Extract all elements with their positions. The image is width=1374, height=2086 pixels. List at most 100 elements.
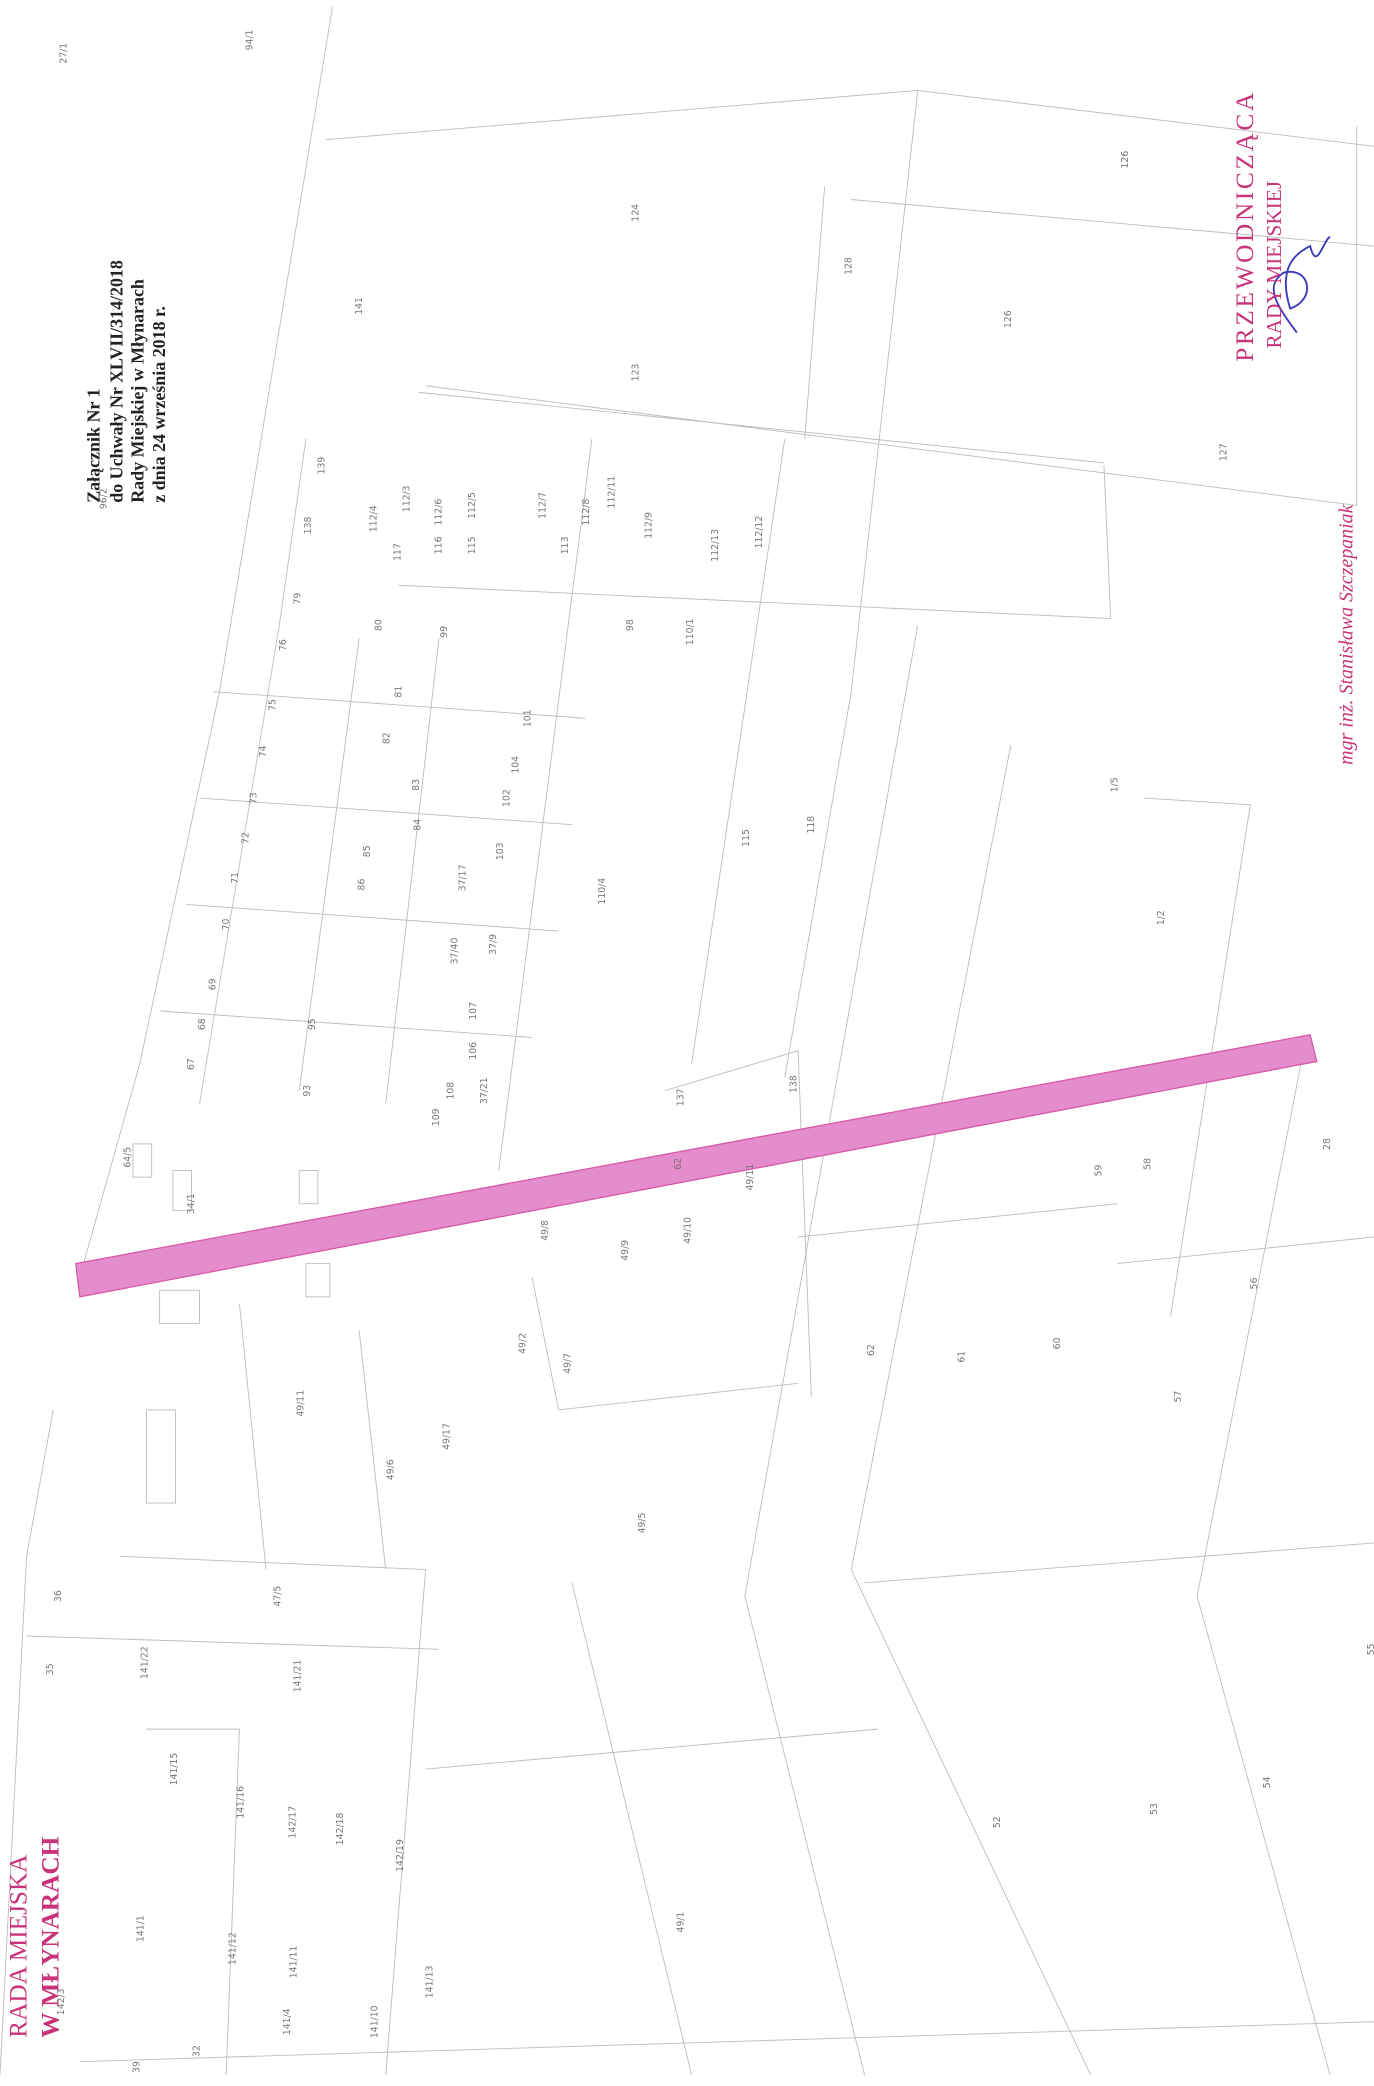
- parcel-number: 112/11: [607, 476, 618, 509]
- council-line1: RADA MIEJSKA: [5, 1854, 33, 2038]
- stamp-title: PRZEWODNICZĄCA: [1231, 90, 1259, 362]
- stamp-signature: mgr inż. Stanisława Szczepaniak: [1336, 503, 1358, 764]
- parcel-number: 99: [439, 626, 450, 638]
- parcel-number: 57: [1173, 1391, 1184, 1403]
- parcel-number: 62: [866, 1344, 877, 1356]
- parcel-number: 128: [843, 257, 854, 275]
- parcel-number: 141/15: [169, 1753, 180, 1786]
- parcel-number: 52: [992, 1816, 1003, 1828]
- parcel-number: 73: [249, 792, 260, 804]
- parcel-number: 49/17: [442, 1423, 453, 1450]
- parcel-number: 61: [956, 1351, 967, 1363]
- parcel-number: 69: [207, 978, 218, 990]
- parcel-number: 60: [1052, 1337, 1063, 1349]
- parcel-number: 96/2: [98, 488, 109, 509]
- parcel-number: 76: [278, 639, 289, 651]
- parcel-number: 142/3: [56, 1988, 67, 2015]
- parcel-number: 108: [446, 1082, 457, 1100]
- parcel-number: 35: [45, 1663, 56, 1675]
- parcel-number: 1/5: [1109, 777, 1120, 792]
- parcel-number: 86: [356, 879, 367, 891]
- parcel-number: 85: [362, 845, 373, 857]
- parcel-number: 67: [186, 1058, 197, 1070]
- parcel-number: 64/5: [122, 1147, 133, 1168]
- parcel-number: 82: [382, 732, 393, 744]
- parcel-number: 94/1: [245, 29, 256, 50]
- parcel-number: 116: [434, 536, 445, 554]
- parcel-number: 139: [317, 457, 328, 475]
- parcel-number: 141/1: [136, 1915, 147, 1942]
- parcel-number: 112/6: [434, 499, 445, 526]
- parcel-number: 142/17: [287, 1806, 298, 1839]
- parcel-number: 137: [676, 1088, 687, 1106]
- parcel-number: 37/40: [450, 938, 461, 965]
- parcel-number: 49/2: [517, 1333, 528, 1354]
- parcel-number: 103: [495, 842, 506, 860]
- parcel-number: 127: [1218, 443, 1229, 461]
- parcel-number: 112/5: [467, 492, 478, 519]
- parcel-number: 49/5: [637, 1512, 648, 1533]
- parcel-number: 141/12: [227, 1932, 238, 1965]
- parcel-number: 112/12: [754, 516, 765, 549]
- parcel-number: 59: [1093, 1164, 1104, 1176]
- parcel-number: 75: [267, 699, 278, 711]
- header-line: Załącznik Nr 1: [84, 388, 104, 502]
- parcel-number: 141: [354, 297, 365, 315]
- parcel-number: 117: [392, 543, 403, 561]
- parcel-number: 79: [293, 593, 304, 605]
- parcel-number: 124: [630, 204, 641, 222]
- parcel-number: 36: [53, 1590, 64, 1602]
- parcel-number: 37/17: [458, 864, 469, 891]
- parcel-number: 70: [221, 918, 232, 930]
- parcel-boundaries: [0, 6, 1374, 2076]
- parcel-number: 138: [789, 1075, 800, 1093]
- parcel-number: 115: [741, 829, 752, 847]
- parcel-number: 49/1: [676, 1911, 687, 1932]
- parcel-number: 72: [241, 832, 252, 844]
- parcel-number: 112/9: [644, 512, 655, 539]
- parcel-number: 110/1: [685, 618, 696, 645]
- parcel-number: 107: [468, 1002, 479, 1020]
- parcel-number: 141/16: [235, 1786, 246, 1819]
- highlight-label: 62: [673, 1158, 684, 1170]
- parcel-number: 84: [412, 819, 423, 831]
- parcel-number: 56: [1249, 1278, 1260, 1290]
- highlighted-parcel: [75, 1034, 1318, 1298]
- parcel-number: 80: [374, 619, 385, 631]
- parcel-number: 49/11: [745, 1164, 756, 1191]
- parcel-number: 81: [394, 686, 405, 698]
- parcel-number: 37/21: [479, 1077, 490, 1104]
- parcel-number: 1/2: [1156, 910, 1167, 925]
- parcel-number: 141/13: [424, 1965, 435, 1998]
- parcel-number: 55: [1366, 1643, 1374, 1655]
- parcel-number: 106: [468, 1042, 479, 1060]
- stamp-body: RADY MIEJSKIEJ: [1262, 181, 1286, 349]
- header-line: do Uchwały Nr XLVII/314/2018: [106, 260, 126, 503]
- parcel-number: 141/11: [289, 1945, 300, 1978]
- parcel-number: 83: [411, 779, 422, 791]
- parcel-number: 28: [1322, 1138, 1333, 1150]
- parcel-number: 74: [258, 746, 269, 758]
- parcel-number: 138: [303, 516, 314, 534]
- parcel-number: 141/22: [140, 1646, 151, 1679]
- parcel-number: 71: [230, 872, 241, 884]
- parcel-number: 53: [1149, 1803, 1160, 1815]
- parcel-number: 141/21: [293, 1659, 304, 1692]
- parcel-number: 141/10: [370, 2005, 381, 2038]
- parcel-number: 112/8: [581, 499, 592, 526]
- labels: Załącznik Nr 1 do Uchwały Nr XLVII/314/20…: [5, 29, 1374, 2073]
- parcel-number: 98: [625, 619, 636, 631]
- parcel-number: 104: [511, 756, 522, 774]
- parcel-number: 109: [431, 1108, 442, 1126]
- parcel-number: 112/4: [368, 505, 379, 532]
- parcel-number: 49/7: [563, 1353, 574, 1374]
- parcel-number: 58: [1143, 1158, 1154, 1170]
- parcel-number: 112/13: [710, 529, 721, 562]
- parcel-number: 49/8: [540, 1220, 551, 1241]
- parcel-number: 27/1: [59, 43, 70, 64]
- parcel-number: 102: [501, 789, 512, 807]
- parcel-number: 110/4: [597, 878, 608, 905]
- header-line: z dnia 24 września 2018 r.: [149, 306, 169, 503]
